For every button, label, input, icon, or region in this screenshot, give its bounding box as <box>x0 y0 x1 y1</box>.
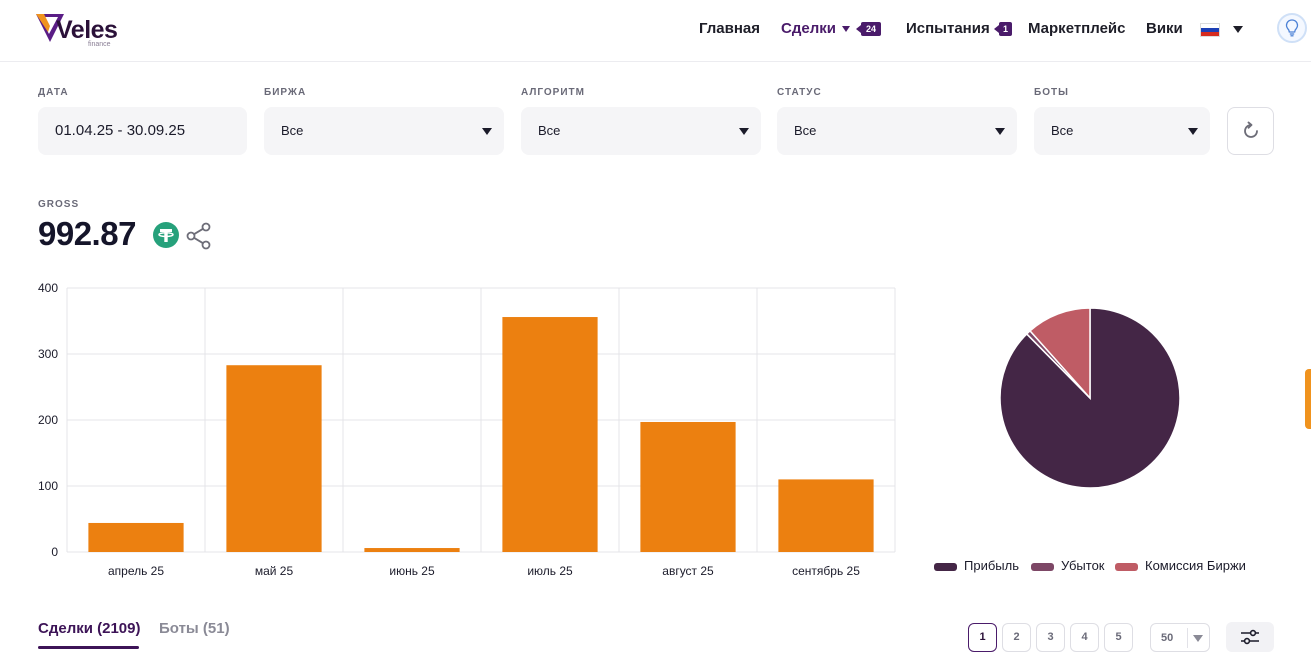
legend-swatch-loss <box>1031 563 1054 571</box>
nav-home[interactable]: Главная <box>699 20 761 37</box>
y-tick-label: 300 <box>38 347 58 361</box>
share-icon[interactable] <box>186 222 212 250</box>
page-button-3[interactable]: 3 <box>1036 623 1065 652</box>
bar-4 <box>502 317 598 552</box>
gross-value: 992.87 <box>38 215 136 252</box>
algorithm-select-value: Все <box>538 123 561 138</box>
legend-swatch-profit <box>934 563 957 571</box>
chevron-down-icon <box>739 128 749 135</box>
y-tick-label: 0 <box>51 545 58 559</box>
nav-challenges-badge: 1 <box>994 22 1012 36</box>
chevron-down-icon <box>1188 128 1198 135</box>
chevron-down-icon <box>482 128 492 135</box>
legend-label: Прибыль <box>964 558 1019 573</box>
filter-label-bots: БОТЫ <box>1034 87 1069 98</box>
legend-swatch-commission <box>1115 563 1138 571</box>
refresh-button[interactable] <box>1227 107 1274 155</box>
logo-text: Veles <box>56 16 118 44</box>
bots-select-value: Все <box>1051 123 1074 138</box>
nav-deals[interactable]: Сделки <box>781 20 836 37</box>
logo-subtext: finance <box>88 41 111 48</box>
page-button-4[interactable]: 4 <box>1070 623 1099 652</box>
profit-loss-pie-chart <box>999 307 1181 489</box>
veles-logo[interactable]: Veles finance <box>36 10 126 50</box>
per-page-value: 50 <box>1161 632 1174 644</box>
bar-3 <box>364 548 460 552</box>
monthly-gross-bar-chart: 0 100 200 300 400 апрель 25 май 25 июнь 25 июль … <box>38 281 896 578</box>
bar-1 <box>88 522 184 552</box>
filter-label-status: СТАТУС <box>777 87 822 98</box>
y-tick-label: 400 <box>38 281 58 295</box>
hint-button[interactable] <box>1277 13 1307 43</box>
nav-deals-badge: 24 <box>856 22 881 36</box>
x-tick-label: июнь 25 <box>389 564 435 578</box>
table-settings-button[interactable] <box>1226 622 1274 652</box>
ru-flag-icon[interactable] <box>1200 23 1220 37</box>
bar-2 <box>226 365 322 552</box>
language-chevron-down-icon[interactable] <box>1233 26 1243 33</box>
sliders-icon <box>1241 629 1259 645</box>
bots-select[interactable]: Все <box>1034 107 1210 155</box>
exchange-select-value: Все <box>281 123 304 138</box>
page-button-2[interactable]: 2 <box>1002 623 1031 652</box>
legend-label: Убыток <box>1061 558 1105 573</box>
status-select-value: Все <box>794 123 817 138</box>
gross-label: GROSS <box>38 199 80 210</box>
nav-marketplace[interactable]: Маркетплейс <box>1028 20 1126 37</box>
bar-6 <box>778 479 874 552</box>
y-tick-label: 100 <box>38 479 58 493</box>
lightbulb-icon <box>1285 19 1299 37</box>
nav-challenges[interactable]: Испытания <box>906 20 990 37</box>
nav-wiki[interactable]: Вики <box>1146 20 1183 37</box>
chevron-down-icon <box>1193 635 1203 642</box>
x-tick-label: июль 25 <box>527 564 573 578</box>
chevron-down-icon[interactable] <box>842 26 850 32</box>
tab-deals[interactable]: Сделки (2109) <box>38 620 141 637</box>
x-tick-label: сентябрь 25 <box>792 564 860 578</box>
per-page-divider <box>1187 628 1188 648</box>
filter-label-exchange: БИРЖА <box>264 87 307 98</box>
x-tick-label: май 25 <box>255 564 294 578</box>
active-tab-indicator <box>38 646 139 649</box>
date-range-value: 01.04.25 - 30.09.25 <box>55 122 186 139</box>
veles-logo-mark <box>36 14 64 42</box>
refresh-icon <box>1243 121 1258 138</box>
page-button-1[interactable]: 1 <box>968 623 997 652</box>
pie-slice-3 <box>1028 307 1091 400</box>
y-tick-label: 200 <box>38 413 58 427</box>
chevron-down-icon <box>995 128 1005 135</box>
status-select[interactable]: Все <box>777 107 1017 155</box>
x-tick-label: апрель 25 <box>108 564 164 578</box>
page-button-5[interactable]: 5 <box>1104 623 1133 652</box>
side-feedback-tab[interactable] <box>1305 369 1311 429</box>
per-page-select[interactable]: 50 <box>1150 623 1210 652</box>
date-range-field[interactable]: 01.04.25 - 30.09.25 <box>38 107 247 155</box>
bar-5 <box>640 421 736 552</box>
x-tick-label: август 25 <box>662 564 714 578</box>
filter-label-date: ДАТА <box>38 87 69 98</box>
filter-label-algorithm: АЛГОРИТМ <box>521 87 585 98</box>
top-header: Veles finance Главная Сделки 24 Испытани… <box>0 0 1311 62</box>
tab-bots[interactable]: Боты (51) <box>159 620 230 637</box>
algorithm-select[interactable]: Все <box>521 107 761 155</box>
legend-label: Комиссия Биржи <box>1145 558 1246 573</box>
tether-icon <box>153 222 179 248</box>
exchange-select[interactable]: Все <box>264 107 504 155</box>
